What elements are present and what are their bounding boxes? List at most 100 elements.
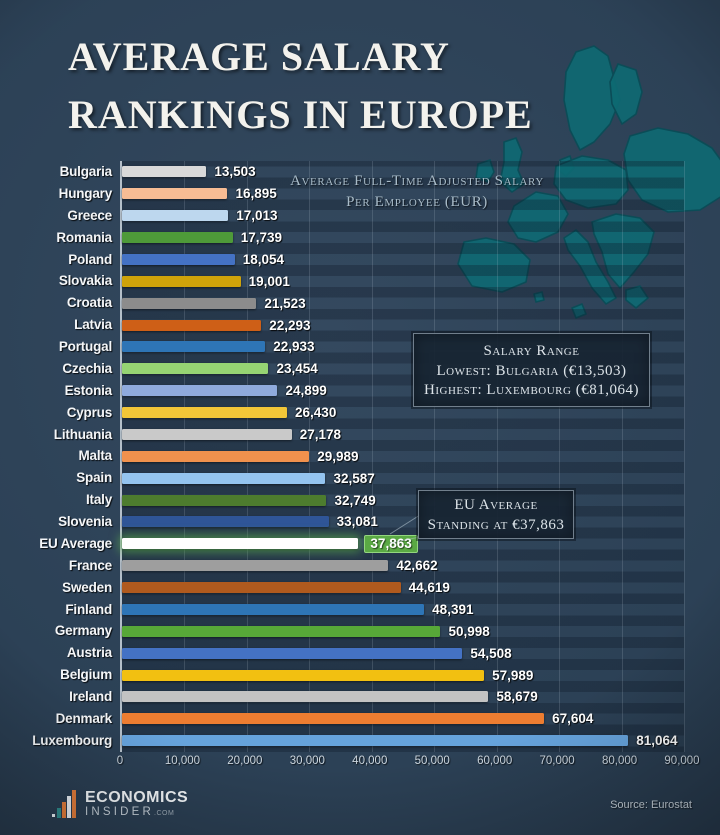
x-axis-tick-label: 70,000: [539, 755, 575, 767]
bar-value: 21,523: [264, 295, 306, 311]
logo-brand-top: ECONOMICS: [85, 789, 189, 806]
bar: [122, 625, 441, 637]
subtitle-line-2: Per Employee (EUR): [346, 194, 488, 210]
bar-value: 54,508: [470, 645, 512, 661]
title-line-2: RANKINGS IN EUROPE: [68, 92, 533, 137]
category-label: EU Average: [39, 535, 112, 551]
bar-row: 19,001: [122, 270, 684, 292]
x-axis-tick-label: 80,000: [601, 755, 638, 767]
bar: [122, 516, 329, 528]
x-axis-tick-label: 50,000: [414, 755, 450, 767]
bar-value: 32,749: [334, 492, 376, 508]
title-line-1: AVERAGE SALARY: [68, 34, 450, 79]
bar-value: 29,989: [317, 448, 359, 464]
category-label: Ireland: [69, 689, 112, 704]
bar: [122, 647, 463, 659]
bar-value: 19,001: [248, 273, 290, 289]
x-axis-tick-label: 90,000: [664, 755, 700, 767]
bar: [122, 188, 228, 200]
bar-row: 48,391: [122, 599, 684, 621]
bar: [122, 538, 359, 550]
bar-value: 33,081: [336, 514, 378, 530]
category-label: France: [68, 557, 112, 573]
bar-value: 13,503: [214, 164, 256, 180]
category-label: Sweden: [62, 579, 112, 595]
bar-row: 21,523: [122, 292, 684, 314]
bar-value: 81,064: [636, 733, 678, 749]
bar: [122, 472, 326, 484]
bar-value: 50,998: [448, 623, 490, 639]
logo-brand-suffix: .COM: [154, 810, 175, 817]
bar-row: 44,619: [122, 577, 684, 599]
bar-value: 44,619: [408, 580, 450, 596]
category-label: Spain: [76, 470, 112, 486]
eu-average-callout-value: Standing at €37,863: [427, 517, 565, 533]
bar: [122, 494, 327, 506]
bar-row: 18,054: [122, 249, 684, 271]
bar-row: 50,998: [122, 620, 684, 642]
economics-insider-logo: ECONOMICS INSIDER.COM: [52, 788, 188, 820]
bar: [122, 691, 489, 703]
bar-row: 81,064: [122, 730, 684, 752]
bar-row: 67,604: [122, 708, 684, 730]
bar: [122, 669, 485, 681]
category-label: Belgium: [60, 667, 112, 683]
bar: [122, 363, 269, 375]
category-label: Romania: [56, 229, 112, 245]
bar: [122, 341, 266, 353]
bar-value: 67,604: [552, 711, 594, 727]
bar: [122, 319, 262, 331]
category-label: Slovakia: [58, 273, 112, 289]
bar-row: 32,587: [122, 467, 684, 489]
x-axis-tick-label: 20,000: [227, 755, 263, 767]
category-labels: Bulgaria Hungary Greece Romania Poland Slovak…: [0, 161, 112, 752]
gridline: [684, 161, 685, 752]
bar-value: 58,679: [496, 689, 538, 705]
category-label: Greece: [67, 207, 112, 223]
subtitle-line-1: Average Full-Time Adjusted Salary: [290, 173, 544, 189]
x-axis-tick-label: 0: [116, 755, 124, 767]
bar-row: 27,178: [122, 424, 684, 446]
bar: [122, 428, 292, 440]
bar: [122, 232, 233, 244]
bar: [122, 297, 257, 309]
category-label: Slovenia: [58, 514, 112, 529]
salary-range-highest: Highest: Luxembourg (€81,064): [424, 382, 639, 398]
chart-subtitle: Average Full-Time Adjusted Salary Per Em…: [252, 171, 582, 213]
category-label: Estonia: [64, 382, 113, 398]
bar-row: 29,989: [122, 445, 684, 467]
category-label: Germany: [54, 623, 112, 639]
category-label: Hungary: [58, 185, 113, 201]
category-label: Croatia: [66, 295, 112, 311]
category-label: Latvia: [74, 317, 112, 333]
eu-average-callout-title: EU Average: [454, 497, 538, 513]
bar-value: 24,899: [285, 383, 327, 399]
salary-range-title: Salary Range: [483, 343, 580, 359]
page-title: AVERAGE SALARY RANKINGS IN EUROPE: [68, 28, 533, 144]
bar: [122, 210, 229, 222]
bar: [122, 450, 310, 462]
salary-range-lowest: Lowest: Bulgaria (€13,503): [436, 362, 627, 379]
bar: [122, 560, 389, 572]
salary-range-callout: Salary Range Lowest: Bulgaria (€13,503) …: [413, 333, 650, 407]
bar: [122, 166, 207, 178]
category-label: Cyprus: [66, 404, 113, 420]
eu-average-callout: EU Average Standing at €37,863: [418, 490, 574, 539]
bar-value: 22,933: [273, 339, 315, 355]
category-label: Lithuania: [53, 426, 112, 442]
bar-value: 23,454: [276, 361, 318, 377]
x-axis-tick-label: 10,000: [164, 755, 201, 767]
bar: [122, 253, 235, 265]
bar-value: 48,391: [432, 601, 474, 617]
bar: [122, 713, 545, 725]
category-label: Czechia: [62, 360, 112, 376]
bar: [122, 407, 288, 419]
bar-value: 26,430: [295, 405, 337, 421]
logo-brand-bottom: INSIDER.COM: [85, 806, 175, 818]
bar-value: 18,054: [242, 251, 285, 267]
category-label: Bulgaria: [59, 164, 113, 179]
bar-value: 27,178: [299, 426, 341, 442]
bar: [122, 385, 278, 397]
x-axis-tick-label: 60,000: [477, 755, 513, 767]
bar-value: 22,293: [269, 317, 311, 333]
